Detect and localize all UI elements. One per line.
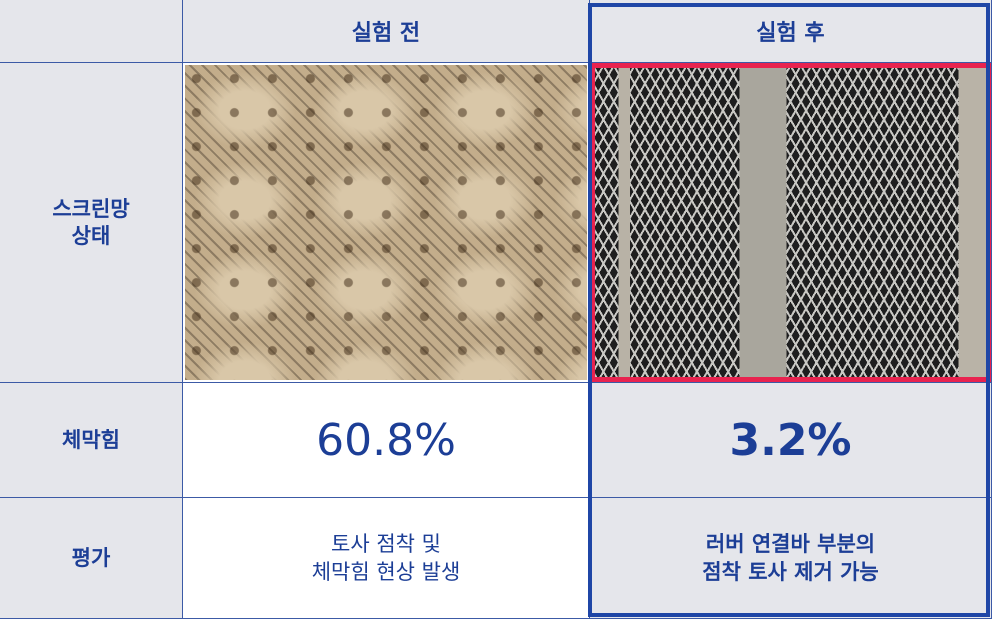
corner-cell — [0, 0, 183, 63]
label-line: 체막힘 — [62, 427, 120, 454]
image-cell — [183, 63, 590, 383]
value-text: 60.8% — [316, 415, 456, 466]
label-line: 평가 — [72, 545, 111, 572]
sand-photo — [185, 65, 587, 380]
column-header: 실험 후 — [590, 0, 992, 63]
header-text: 실험 후 — [756, 15, 824, 47]
mesh-photo — [590, 63, 991, 382]
image-cell — [590, 63, 992, 383]
text-line: 점착 토사 제거 가능 — [702, 558, 879, 586]
label-line: 상태 — [72, 223, 111, 250]
header-text: 실험 전 — [352, 15, 420, 47]
column-header: 실험 전 — [183, 0, 590, 63]
text-line: 러버 연결바 부분의 — [706, 530, 875, 558]
text-line: 체막힘 현상 발생 — [312, 558, 461, 586]
value-text: 3.2% — [729, 415, 851, 466]
row-header: 평가 — [0, 498, 183, 619]
value-cell: 60.8% — [183, 383, 590, 498]
text-line: 토사 점착 및 — [331, 530, 441, 558]
label-line: 스크린망 — [52, 196, 129, 223]
table: 실험 전 실험 후 스크린망상태 체막힘 60.8% 3.2% 평가 토사 점착… — [0, 0, 992, 619]
value-cell: 3.2% — [590, 383, 992, 498]
row-header: 체막힘 — [0, 383, 183, 498]
